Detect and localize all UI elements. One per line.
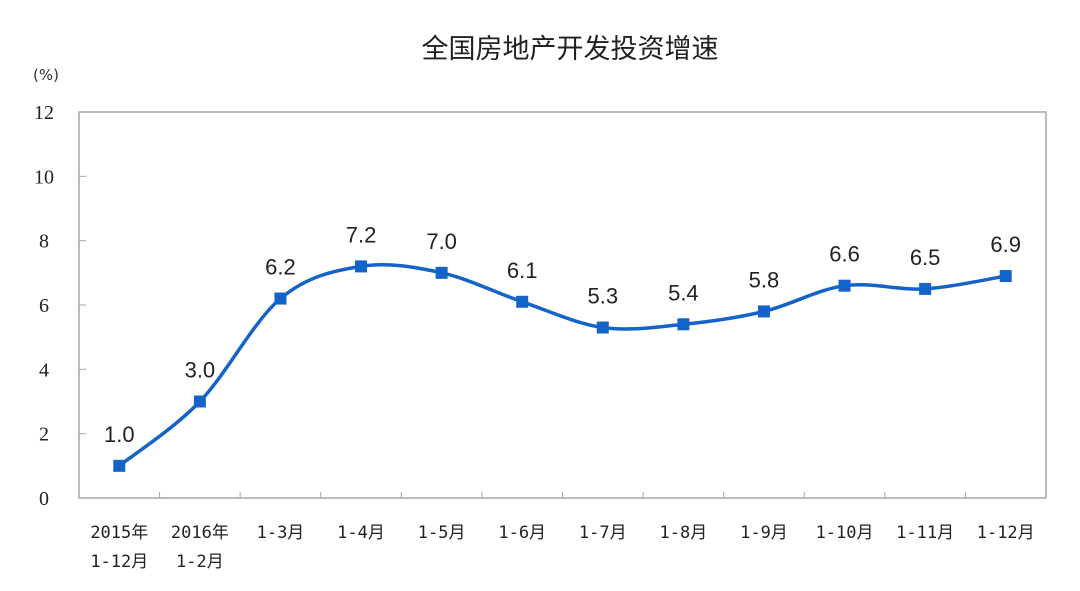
data-point-marker [919, 282, 932, 295]
data-label: 5.3 [587, 284, 618, 309]
data-point-marker [596, 321, 609, 334]
data-series: 1.0 3.0 6.2 7.2 7.0 6.1 5.3 5.4 5.8 6.6 6.5 6.9 [104, 222, 1021, 472]
y-tick-label: 6 [39, 295, 49, 317]
data-point-marker [516, 295, 529, 308]
x-tick-label: 1-7月 [579, 523, 627, 543]
data-label: 7.0 [426, 229, 457, 254]
data-point-marker [355, 260, 368, 273]
data-point-marker [435, 266, 448, 279]
x-tick-label: 1-8月 [660, 523, 708, 543]
data-point-marker [757, 305, 770, 318]
x-tick-label: 1-10月 [816, 523, 874, 543]
data-label: 6.5 [910, 245, 941, 270]
y-tick-label: 0 [39, 488, 49, 510]
x-tick-label: 1-3月 [257, 523, 305, 543]
x-tick-label: 1-6月 [498, 523, 546, 543]
data-label: 6.6 [829, 242, 860, 267]
x-axis: 2015年 1-12月 2016年 1-2月 1-3月 1-4月 1-5月 1-6月 1-7月 1… [90, 492, 1035, 572]
data-point-marker [838, 279, 851, 292]
y-tick-label: 12 [34, 102, 54, 124]
chart-title: 全国房地产开发投资增速 [422, 34, 719, 65]
x-tick-label: 2015年 1-12月 [90, 523, 148, 572]
x-tick-label: 1-4月 [337, 523, 385, 543]
x-tick-label: 1-12月 [977, 523, 1035, 543]
x-tick-label: 1-5月 [418, 523, 466, 543]
data-point-marker [113, 459, 126, 472]
x-tick-label: 1-9月 [740, 523, 788, 543]
x-tick-label: 1-11月 [896, 523, 954, 543]
data-label: 3.0 [185, 358, 216, 383]
y-axis-unit-label: (%) [33, 66, 59, 84]
data-label: 1.0 [104, 422, 135, 447]
y-tick-label: 4 [39, 359, 49, 381]
series-line [118, 263, 1006, 468]
data-point-marker [999, 270, 1012, 283]
y-tick-label: 8 [39, 231, 49, 253]
y-axis: 0 2 4 6 8 10 12 [34, 102, 86, 510]
data-label: 5.4 [668, 280, 699, 305]
data-point-marker [193, 395, 206, 408]
plot-area [78, 111, 1047, 499]
data-point-marker [274, 292, 287, 305]
data-label: 5.8 [749, 267, 780, 292]
data-point-marker [677, 318, 690, 331]
x-tick-label: 2016年 1-2月 [171, 523, 229, 572]
data-label: 7.2 [346, 222, 377, 247]
y-tick-label: 10 [34, 166, 54, 188]
data-label: 6.2 [265, 255, 296, 280]
y-tick-label: 2 [39, 424, 49, 446]
data-label: 6.1 [507, 258, 538, 283]
data-label: 6.9 [990, 232, 1021, 257]
